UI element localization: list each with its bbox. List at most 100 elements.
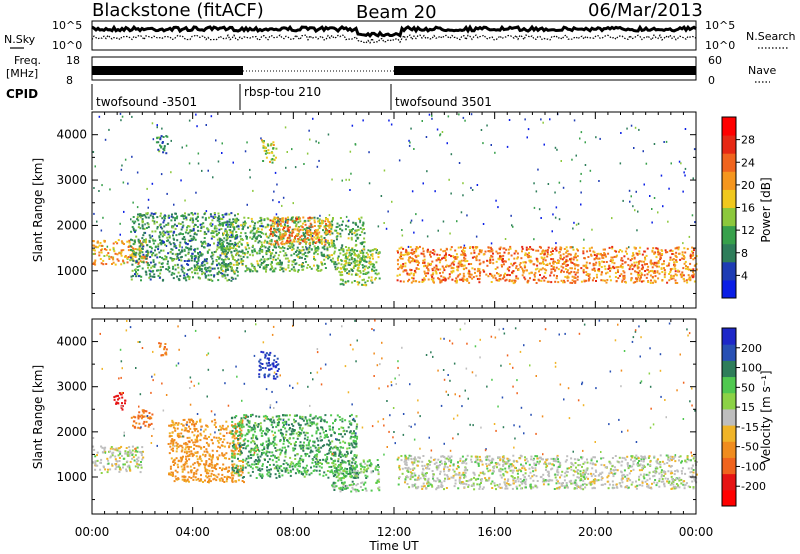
heatmap-cell (219, 238, 221, 241)
heatmap-cell (276, 370, 279, 372)
heatmap-cell (569, 253, 572, 256)
heatmap-cell (315, 237, 318, 240)
heatmap-cell (231, 478, 234, 481)
heatmap-cell (523, 266, 526, 269)
heatmap-cell (205, 210, 208, 213)
heatmap-cell (630, 277, 633, 280)
heatmap-cell (203, 263, 206, 266)
heatmap-cell (343, 260, 346, 263)
heatmap-cell (286, 247, 289, 250)
heatmap-cell (533, 182, 535, 185)
heatmap-cell (429, 253, 431, 256)
heatmap-cell (362, 248, 365, 251)
heatmap-cell (566, 249, 569, 252)
heatmap-cell (183, 272, 186, 275)
heatmap-cell (177, 460, 180, 463)
heatmap-cell (350, 450, 353, 453)
heatmap-cell (348, 470, 351, 473)
heatmap-cell (94, 263, 97, 266)
heatmap-cell (286, 257, 289, 260)
heatmap-cell (526, 254, 529, 257)
heatmap-cell (339, 271, 342, 274)
heatmap-cell (630, 279, 633, 282)
heatmap-cell (128, 239, 131, 242)
heatmap-cell (508, 266, 511, 269)
heatmap-cell (232, 474, 235, 477)
heatmap-cell (289, 239, 292, 242)
heatmap-cell (490, 273, 493, 276)
heatmap-cell (528, 272, 531, 275)
heatmap-cell (277, 363, 280, 366)
heatmap-cell (232, 450, 235, 453)
heatmap-cell (297, 221, 300, 224)
heatmap-cell (269, 254, 272, 257)
heatmap-cell (271, 158, 273, 160)
heatmap-cell (99, 468, 102, 471)
heatmap-cell (237, 465, 239, 468)
heatmap-cell (210, 115, 213, 118)
heatmap-cell (431, 267, 434, 270)
heatmap-cell (267, 218, 270, 221)
heatmap-cell (313, 255, 315, 258)
heatmap-cell (279, 269, 282, 271)
heatmap-cell (265, 352, 268, 355)
heatmap-cell (188, 430, 190, 433)
heatmap-cell (237, 479, 240, 482)
heatmap-cell (336, 222, 339, 225)
heatmap-cell (94, 259, 97, 262)
heatmap-cell (519, 262, 522, 264)
heatmap-cell (290, 470, 292, 473)
heatmap-cell (582, 250, 585, 253)
heatmap-cell (167, 252, 170, 255)
heatmap-cell (206, 468, 209, 471)
heatmap-cell (162, 230, 165, 233)
heatmap-cell (305, 447, 308, 450)
heatmap-cell (684, 260, 687, 263)
heatmap-cell (187, 232, 190, 235)
heatmap-cell (325, 232, 328, 235)
heatmap-cell (634, 126, 637, 129)
heatmap-cell (309, 244, 312, 247)
heatmap-cell (263, 219, 266, 222)
heatmap-cell (245, 235, 248, 238)
heatmap-cell (410, 272, 413, 275)
heatmap-cell (283, 440, 286, 443)
heatmap-cell (601, 260, 604, 263)
heatmap-cell (198, 464, 201, 467)
heatmap-cell (233, 434, 236, 437)
heatmap-cell (177, 271, 180, 274)
heatmap-cell (695, 268, 698, 271)
heatmap-cell (560, 279, 563, 282)
heatmap-cell (178, 233, 181, 236)
heatmap-cell (190, 267, 193, 270)
heatmap-cell (283, 227, 286, 229)
heatmap-cell (576, 271, 579, 274)
heatmap-cell (104, 138, 107, 141)
heatmap-cell (637, 260, 640, 263)
heatmap-cell (517, 268, 520, 271)
heatmap-cell (326, 218, 329, 221)
heatmap-cell (273, 254, 276, 257)
heatmap-cell (157, 269, 160, 272)
heatmap-cell (96, 459, 99, 462)
heatmap-cell (221, 222, 224, 225)
heatmap-cell (504, 260, 507, 263)
heatmap-cell (498, 279, 501, 282)
heatmap-cell (118, 470, 121, 473)
heatmap-cell (466, 279, 469, 282)
heatmap-cell (224, 249, 227, 252)
heatmap-cell (467, 272, 470, 275)
heatmap-cell (219, 254, 222, 257)
heatmap-cell (147, 266, 149, 269)
heatmap-cell (198, 266, 200, 269)
heatmap-cell (267, 149, 270, 152)
heatmap-cell (349, 249, 352, 252)
heatmap-cell (338, 416, 341, 418)
heatmap-cell (221, 274, 224, 277)
heatmap-cell (290, 216, 293, 219)
heatmap-cell (98, 244, 101, 247)
heatmap-cell (653, 263, 656, 266)
heatmap-cell (229, 476, 232, 479)
heatmap-cell (172, 444, 175, 447)
heatmap-cell (121, 405, 124, 408)
